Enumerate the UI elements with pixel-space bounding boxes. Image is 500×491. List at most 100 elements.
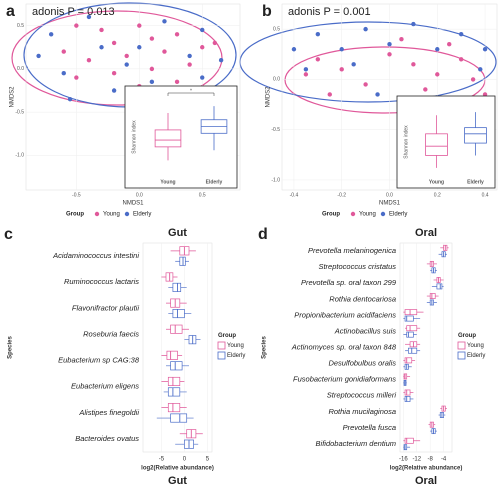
legend-swatch (217, 341, 226, 350)
point (339, 67, 344, 72)
legend-swatch (380, 211, 386, 217)
x-tick-label: -16 (399, 457, 408, 463)
annotation: adonis P = 0.001 (288, 6, 371, 18)
x-tick-label: -0.5 (72, 192, 81, 198)
box (170, 413, 188, 423)
point (86, 58, 92, 63)
species-label: Rothia dentocariosa (329, 294, 396, 303)
x-axis-label: log2(Relative abundance) (390, 466, 463, 472)
y-axis-label: NMDS2 (266, 86, 272, 108)
species-label: Roseburia faecis (83, 329, 139, 338)
species-label: Actinobacillus suis (334, 326, 397, 335)
box (406, 331, 414, 338)
x-tick-label: 0.2 (434, 192, 441, 198)
point (149, 79, 155, 85)
species-label: Ruminococcus lactaris (64, 277, 139, 286)
significance-bracket (167, 92, 215, 96)
legend-swatch (457, 351, 466, 360)
ellipse (239, 21, 497, 103)
box (404, 357, 413, 364)
point (86, 14, 92, 20)
x-axis-label: NMDS1 (122, 201, 144, 207)
point (137, 45, 142, 50)
point (149, 36, 155, 41)
point (458, 57, 464, 62)
point (447, 42, 452, 47)
point (399, 36, 404, 42)
species-label: Eubacterium eligens (71, 382, 139, 391)
x-tick-label: -5 (159, 457, 165, 463)
point (218, 58, 224, 63)
inset-x-label: Young (429, 179, 444, 185)
species-label: Rothia mucilaginosa (328, 407, 396, 416)
point (187, 53, 192, 59)
y-tick-label: -0.5 (271, 127, 280, 133)
species-label: Prevotella fusca (343, 423, 396, 432)
box (167, 403, 181, 413)
legend-label: Elderly (389, 212, 407, 218)
significance: * (190, 88, 192, 94)
point (74, 23, 79, 28)
x-tick-label: 0.0 (386, 192, 393, 198)
point (48, 32, 54, 37)
legend-title: Group (458, 333, 476, 339)
legend-swatch (217, 351, 226, 360)
point (435, 72, 440, 77)
x-tick-label: -0.4 (290, 192, 299, 198)
ellipse (11, 10, 223, 106)
legend-label: Elderly (227, 353, 245, 359)
box (166, 350, 178, 360)
species-label: Eubacterium sp CAG:38 (58, 356, 140, 365)
point (387, 42, 392, 47)
y-tick-label: -1.0 (15, 153, 24, 159)
point (351, 62, 356, 67)
chart-title: Oral (415, 227, 437, 239)
panel-letter: a (6, 3, 15, 20)
box (404, 315, 414, 322)
species-label: Fusobacterium gonidiaformans (293, 375, 396, 384)
plot-area (25, 3, 241, 191)
legend-label: Elderly (467, 353, 485, 359)
y-tick-label: 0.5 (273, 26, 280, 32)
point (478, 67, 483, 72)
x-tick-label: 0.4 (482, 192, 489, 198)
species-label: Prevotella melaninogenica (308, 246, 396, 255)
x-axis-label: NMDS1 (379, 201, 401, 207)
species-label: Desulfobulbus oralis (328, 359, 396, 368)
point (174, 79, 180, 85)
box (404, 437, 414, 444)
point (174, 32, 180, 37)
point (200, 75, 205, 80)
legend-swatch (94, 211, 100, 217)
species-label: Acidaminococcus intestini (52, 251, 139, 260)
legend-title: Group (66, 212, 84, 218)
box (167, 387, 181, 397)
x-tick-label: -12 (412, 457, 421, 463)
point (303, 72, 309, 77)
x-tick-label: 0.5 (199, 192, 206, 198)
point (315, 31, 321, 37)
legend-label: Young (467, 343, 484, 349)
box (167, 376, 181, 386)
box (179, 256, 186, 266)
legend-swatch (457, 341, 466, 350)
box (404, 309, 418, 316)
point (327, 92, 332, 97)
legend-swatch (350, 211, 356, 217)
x-tick-label: 0 (183, 457, 187, 463)
point (61, 49, 66, 54)
box (170, 361, 183, 371)
point (67, 96, 73, 102)
species-label: Streptococcus cristatus (318, 262, 396, 271)
legend-title: Group (218, 333, 236, 339)
point (162, 19, 167, 24)
point (124, 53, 129, 59)
x-tick-label: -8 (428, 457, 434, 463)
box (429, 293, 436, 299)
species-label: Actinomyces sp. oral taxon 848 (291, 342, 397, 351)
inset-x-label: Elderly (206, 179, 223, 185)
box (436, 283, 443, 290)
point (482, 47, 488, 52)
point (387, 52, 392, 57)
species-label: Alistipes finegoldii (78, 408, 139, 417)
